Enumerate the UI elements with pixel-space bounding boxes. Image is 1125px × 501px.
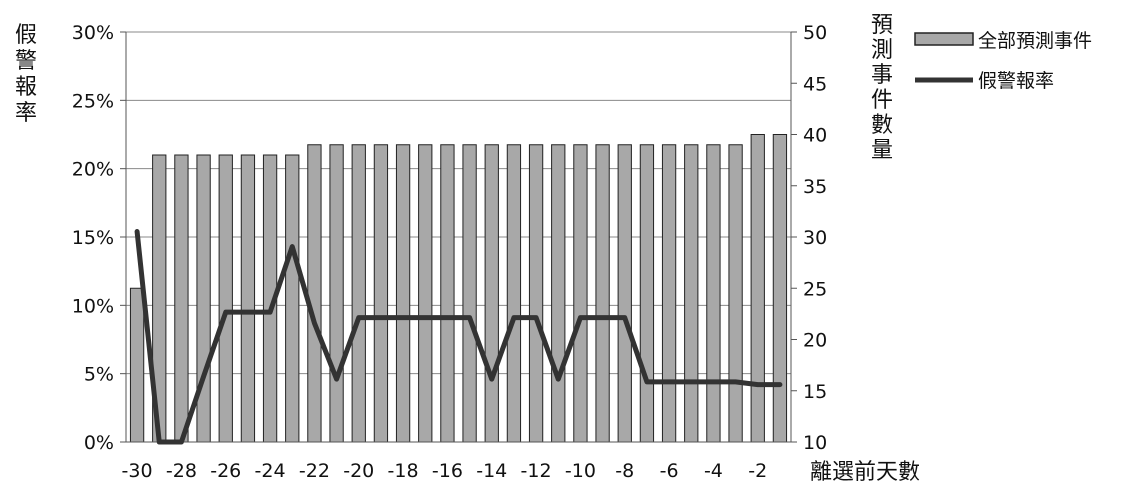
right-axis-title-char: 事 xyxy=(871,63,893,88)
x-tick-label: -14 xyxy=(476,460,507,482)
right-tick-label: 45 xyxy=(803,73,827,95)
bar xyxy=(595,144,610,443)
bar xyxy=(661,144,677,443)
x-axis-title: 離選前天數 xyxy=(810,460,920,485)
axis-labels: 0% 5% 10% 15% 20% 25% 30% 10 15 20 25 30 35 40 45 50 -30… xyxy=(15,13,920,485)
bar xyxy=(395,144,411,443)
x-tick-label: -6 xyxy=(660,460,679,482)
x-tick-label: -16 xyxy=(432,460,463,482)
x-tick-label: -24 xyxy=(255,460,286,482)
bar xyxy=(639,144,655,443)
bar xyxy=(462,144,477,443)
x-tick-label: -4 xyxy=(704,460,723,482)
x-tick-label: -20 xyxy=(343,460,374,482)
left-axis-title-char: 率 xyxy=(15,101,37,126)
x-tick-label: -28 xyxy=(166,460,197,482)
left-tick-label: 30% xyxy=(72,22,114,44)
right-tick-label: 40 xyxy=(803,125,827,147)
right-tick-label: 30 xyxy=(803,227,827,249)
bar xyxy=(329,144,344,443)
x-tick-label: -8 xyxy=(615,460,634,482)
x-tick-label: -12 xyxy=(521,460,552,482)
x-tick-label: -18 xyxy=(388,460,419,482)
left-tick-label: 0% xyxy=(84,432,114,454)
bar xyxy=(218,154,233,443)
x-tick-label: -26 xyxy=(210,460,241,482)
bar xyxy=(373,144,389,443)
left-tick-label: 15% xyxy=(72,227,114,249)
bar xyxy=(307,144,322,443)
left-axis-title-char: 假 xyxy=(15,23,37,48)
bar xyxy=(285,154,300,443)
axes xyxy=(120,31,797,443)
bar xyxy=(684,144,699,443)
bar xyxy=(174,154,189,443)
left-axis-title-char: 警 xyxy=(15,49,37,74)
bar xyxy=(418,144,433,443)
right-axis-title-char: 測 xyxy=(871,38,893,63)
bar xyxy=(706,144,721,443)
line-series xyxy=(134,229,783,445)
legend-label-line: 假警報率 xyxy=(978,70,1054,92)
x-tick-label: -22 xyxy=(299,460,330,482)
bar xyxy=(528,144,544,443)
right-axis-title-char: 件 xyxy=(871,88,893,113)
right-axis-title-char: 量 xyxy=(871,138,893,163)
gridlines xyxy=(126,31,791,443)
legend-swatch-bar xyxy=(914,32,974,46)
x-tick-label: -2 xyxy=(748,460,767,482)
bar xyxy=(351,144,366,443)
bar xyxy=(772,134,788,443)
right-tick-label: 35 xyxy=(803,176,827,198)
bar xyxy=(506,144,522,443)
bar xyxy=(129,287,145,443)
x-tick-label: -10 xyxy=(565,460,596,482)
bar-series xyxy=(129,134,788,443)
bar xyxy=(750,134,765,443)
right-tick-label: 25 xyxy=(803,278,827,300)
bar xyxy=(240,154,256,443)
left-tick-label: 5% xyxy=(84,364,114,386)
right-tick-label: 10 xyxy=(803,432,827,454)
left-tick-label: 20% xyxy=(72,159,114,181)
x-tick-label: -30 xyxy=(122,460,153,482)
right-tick-label: 50 xyxy=(803,22,827,44)
false-alarm-line xyxy=(134,229,783,445)
left-axis-title-char: 報 xyxy=(15,75,37,100)
right-tick-label: 20 xyxy=(803,330,827,352)
bar xyxy=(728,144,743,443)
bar xyxy=(551,144,566,443)
bar xyxy=(196,154,211,443)
legend-label-bar: 全部預測事件 xyxy=(978,30,1092,52)
right-tick-label: 15 xyxy=(803,381,827,403)
bar xyxy=(440,144,455,443)
left-tick-label: 10% xyxy=(72,295,114,317)
right-axis-title-char: 數 xyxy=(871,113,893,138)
bar xyxy=(573,144,588,443)
bar xyxy=(617,144,632,443)
bar xyxy=(484,144,499,443)
right-axis-title-char: 預 xyxy=(871,13,893,38)
left-tick-label: 25% xyxy=(72,90,114,112)
